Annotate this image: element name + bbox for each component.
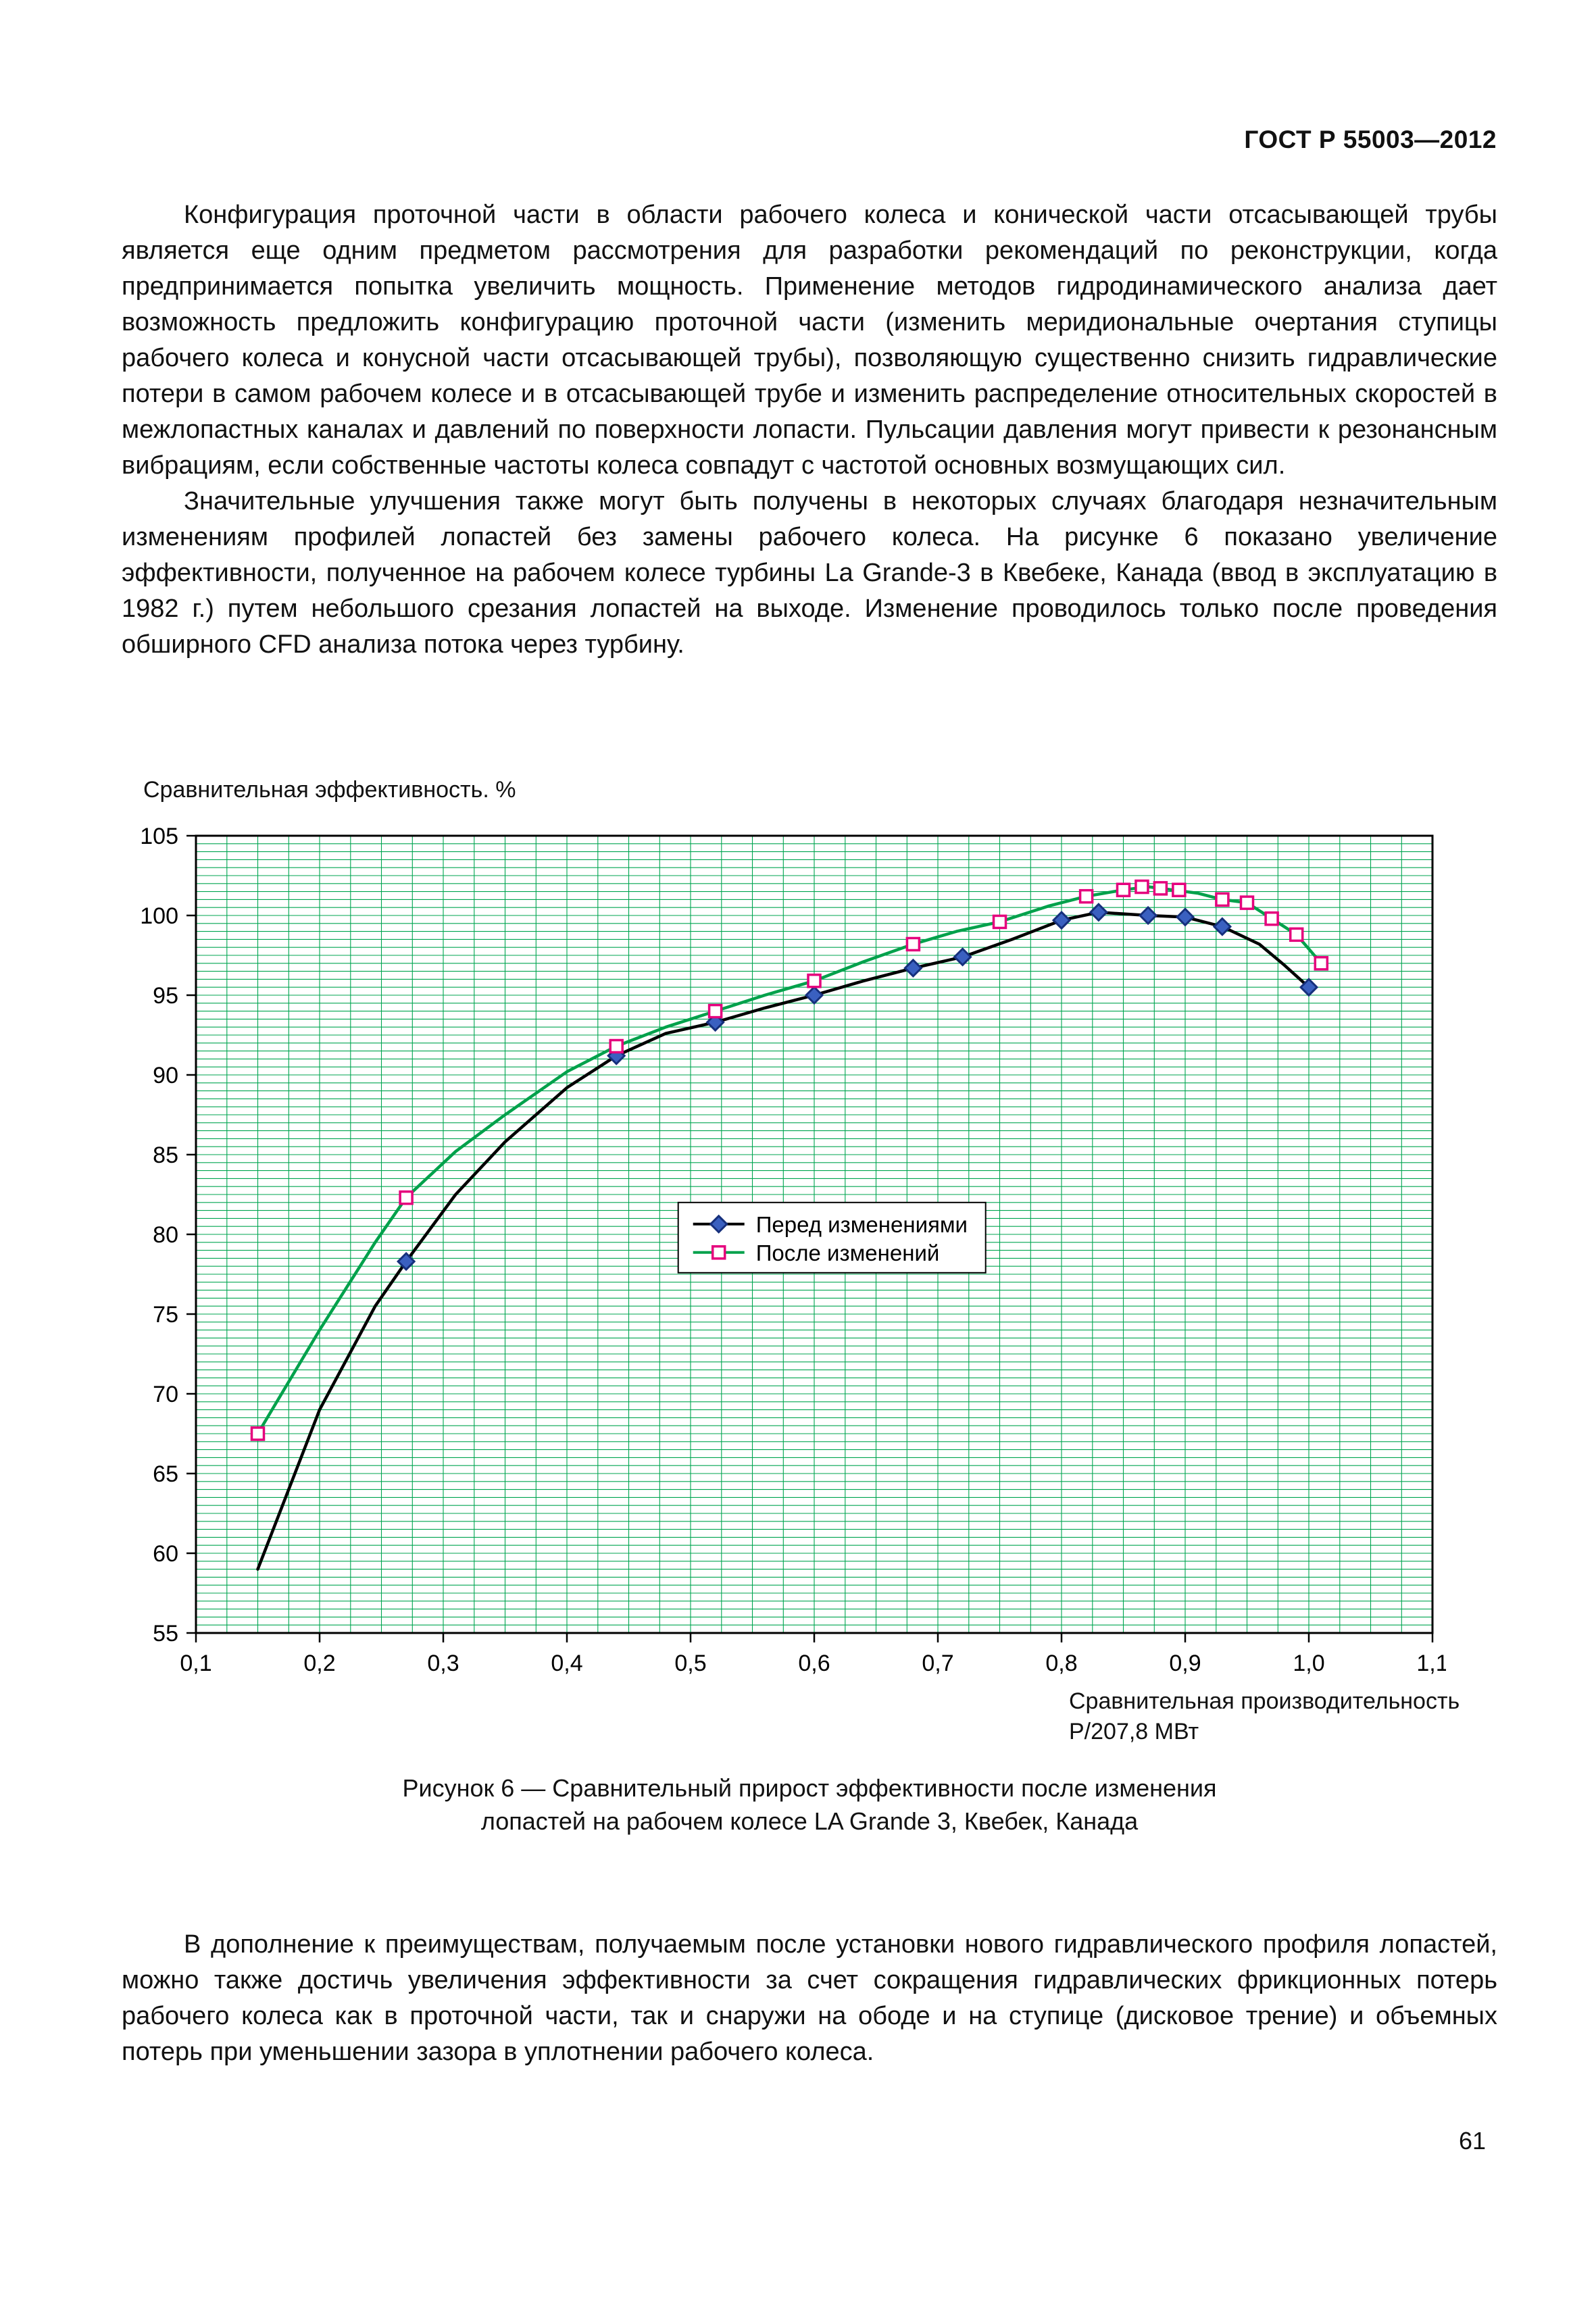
square-marker — [1215, 892, 1230, 907]
paragraph-1: Конфигурация проточной части в области р… — [122, 201, 1497, 480]
y-tick-label: 70 — [153, 1382, 178, 1407]
y-tick-label: 105 — [140, 824, 178, 849]
body-text-block: Конфигурация проточной части в области р… — [122, 197, 1497, 663]
square-marker — [1172, 882, 1187, 897]
legend-box — [677, 1201, 987, 1274]
legend-label: Перед изменениями — [756, 1212, 968, 1237]
paragraph-2: Значительные улучшения также могут быть … — [122, 487, 1497, 659]
x-axis-title-line1: Сравнительная производительность — [1069, 1688, 1460, 1714]
efficiency-chart: 55 60 65 70 75 80 85 90 95 100 105 0,1 0,2 0,3 0,4 0,5 0… — [140, 824, 1446, 1676]
square-marker — [1264, 911, 1279, 926]
diamond-marker — [804, 985, 824, 1005]
x-tick-label: 1,0 — [1293, 1651, 1324, 1676]
plot-frame — [195, 834, 1434, 1634]
diamond-marker — [1175, 907, 1195, 927]
y-tick-label: 90 — [153, 1063, 178, 1088]
square-marker — [707, 1003, 723, 1019]
square-marker — [1134, 879, 1149, 895]
diamond-marker — [396, 1251, 416, 1272]
square-marker — [1078, 888, 1094, 904]
y-tick-label: 65 — [153, 1461, 178, 1487]
chart-y-axis-title: Сравнительная эффективность. % — [143, 777, 516, 803]
square-marker — [807, 974, 822, 988]
square-marker — [905, 936, 921, 952]
diamond-marker — [1089, 903, 1109, 922]
y-tick-label: 95 — [153, 983, 178, 1009]
chart-x-axis-title: Сравнительная производительность Р/207,8… — [1069, 1686, 1460, 1747]
x-tick-label: 0,5 — [674, 1651, 706, 1676]
y-tick-label: 55 — [153, 1621, 178, 1646]
x-axis-title-line2: Р/207,8 МВт — [1069, 1719, 1199, 1744]
x-tick-label: 0,3 — [427, 1651, 459, 1676]
x-tick-label: 0,4 — [551, 1651, 582, 1676]
square-marker — [1116, 882, 1131, 897]
diamond-marker — [1212, 917, 1232, 936]
paragraph-3: В дополнение к преимуществам, получаемым… — [122, 1930, 1497, 2066]
legend-label: После изменений — [756, 1240, 940, 1265]
figure-caption: Рисунок 6 — Сравнительный прирост эффект… — [122, 1771, 1497, 1838]
square-marker — [1314, 956, 1329, 971]
x-tick-label: 0,7 — [922, 1651, 953, 1676]
square-marker — [1239, 895, 1255, 910]
x-tick-label: 0,6 — [798, 1651, 830, 1676]
diamond-marker — [709, 1214, 728, 1234]
square-marker — [609, 1038, 624, 1054]
square-marker — [1289, 927, 1304, 942]
diamond-marker — [1051, 910, 1072, 930]
x-tick-label: 0,9 — [1169, 1651, 1201, 1676]
y-tick-label: 100 — [140, 903, 178, 929]
diamond-marker — [953, 947, 972, 967]
square-marker — [1153, 881, 1168, 896]
x-tick-label: 1,1 — [1416, 1651, 1446, 1676]
figure-caption-line1: Рисунок 6 — Сравнительный прирост эффект… — [402, 1774, 1217, 1802]
y-tick-label: 75 — [153, 1302, 178, 1328]
square-marker — [250, 1426, 266, 1441]
y-tick-label: 80 — [153, 1222, 178, 1248]
diamond-marker — [1299, 978, 1319, 997]
y-tick-label: 85 — [153, 1142, 178, 1168]
diamond-marker — [903, 958, 923, 978]
square-marker — [711, 1245, 726, 1260]
diamond-marker — [1138, 905, 1158, 926]
x-tick-label: 0,1 — [180, 1651, 211, 1676]
square-marker — [399, 1190, 414, 1205]
doc-code: ГОСТ Р 55003—2012 — [1244, 126, 1497, 153]
figure-caption-line2: лопастей на рабочем колесе LA Grande 3, … — [480, 1807, 1139, 1835]
page-number: 61 — [1458, 2127, 1486, 2155]
y-tick-label: 60 — [153, 1541, 178, 1567]
x-tick-label: 0,8 — [1045, 1651, 1077, 1676]
x-tick-label: 0,2 — [303, 1651, 335, 1676]
square-marker — [992, 914, 1007, 930]
